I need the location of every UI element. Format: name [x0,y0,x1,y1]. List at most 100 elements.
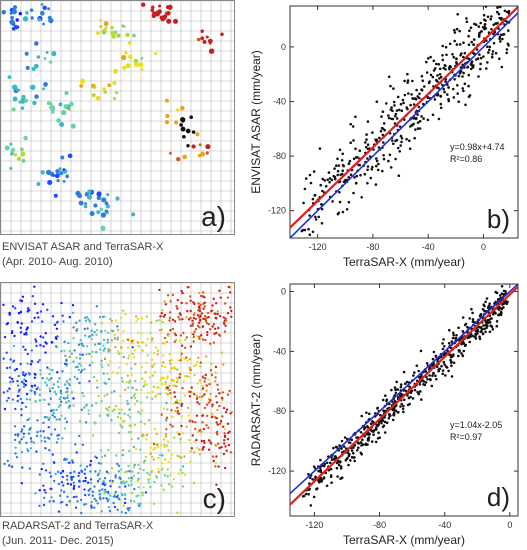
data-point [422,383,425,386]
data-point [429,55,432,59]
data-point [448,67,451,71]
data-point [444,45,448,49]
map-point [103,491,106,495]
map-point [217,465,220,468]
map-point [201,325,205,328]
map-point [119,423,122,426]
map-point [89,487,92,491]
map-point [200,36,205,41]
data-point [395,138,399,142]
data-point [394,391,398,395]
map-point [190,386,193,389]
data-point [387,159,390,163]
map-point [76,377,79,380]
map-point [98,493,101,496]
data-point [339,467,343,470]
map-point [65,420,69,424]
map-point [139,412,142,415]
map-point [169,473,172,477]
map-point [44,381,47,384]
map-point [75,190,81,197]
map-point [179,334,182,337]
data-point [473,22,476,26]
map-point [12,344,16,348]
map-point [179,468,182,472]
map-point [140,2,146,7]
data-point [462,349,466,353]
map-point [79,498,83,502]
map-point [31,295,34,298]
data-point [303,228,307,232]
y-tick-label: 0 [281,286,286,296]
data-point [321,177,324,181]
map-point [30,349,33,352]
map-point [120,468,123,471]
map-point [48,449,51,452]
data-point [364,443,367,446]
map-point [208,48,215,54]
map-point [84,502,88,506]
map-point [172,379,176,383]
data-point [371,420,374,423]
data-point [432,69,436,72]
data-point [353,459,356,463]
map-point [117,497,121,500]
map-point [60,489,63,492]
map-point [60,155,65,160]
map-point [103,347,107,350]
data-point [469,26,473,30]
map-point [59,391,62,394]
map-point [216,383,219,387]
map-point [141,409,144,413]
map-point [157,468,160,471]
map-point [164,392,168,395]
map-point [42,503,46,507]
map-point [21,158,26,163]
data-point [415,364,419,367]
data-point [416,127,420,130]
map-point [137,410,140,414]
map-point [25,65,30,70]
map-point [185,375,189,378]
map-point [26,307,30,311]
data-point [335,461,339,465]
map-point [145,361,148,365]
map-point [91,361,94,364]
map-point [169,457,173,460]
data-point [447,99,451,103]
map-point [194,328,198,331]
map-point [152,352,156,355]
map-point [96,191,102,197]
data-point [332,458,336,461]
map-point [75,321,78,324]
map-point [60,481,64,484]
map-point [110,419,113,422]
map-point [51,453,54,456]
map-point [214,312,217,315]
data-point [413,371,416,374]
data-point [461,87,464,90]
map-point [44,351,47,354]
data-point [414,128,417,131]
map-point [123,388,127,391]
map-point [151,390,154,394]
map-point [177,359,180,362]
map-point [203,393,206,396]
map-point [95,333,98,337]
map-point [165,98,169,103]
data-point [479,56,483,60]
map-point [116,336,120,339]
map-point [170,485,174,488]
data-point [507,44,510,47]
map-point [107,83,112,88]
map-point [136,479,140,482]
data-point [485,67,488,70]
data-point [498,294,502,297]
map-point [19,310,23,314]
map-point [163,443,166,446]
map-point [87,189,92,194]
map-point [130,396,133,399]
map-point [178,402,181,405]
map-point [139,467,142,470]
map-point [117,352,121,355]
